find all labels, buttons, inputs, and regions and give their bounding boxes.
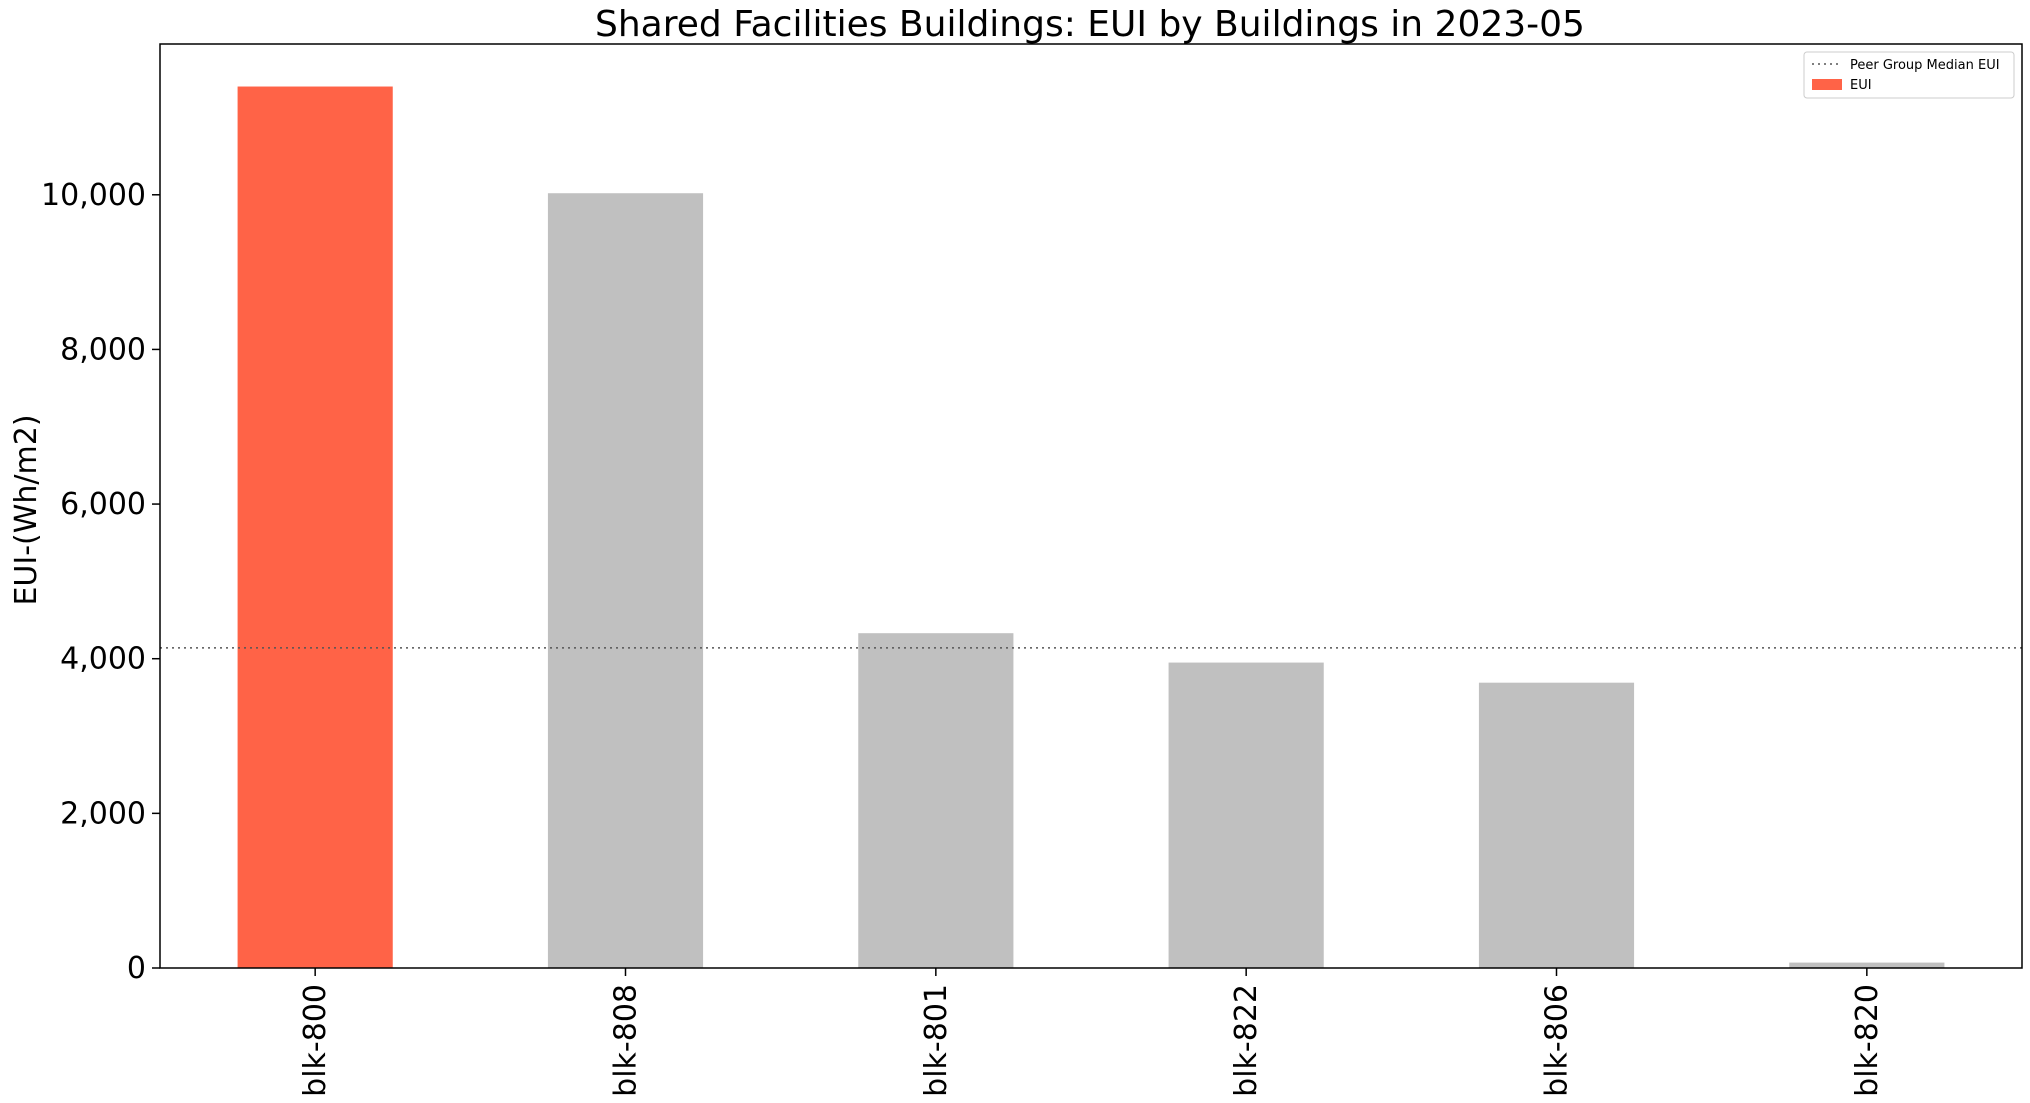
y-tick-label-6000: 6,000 — [60, 487, 146, 522]
x-tick-label-blk-808: blk-808 — [609, 984, 644, 1097]
bars-group — [237, 86, 1945, 968]
chart-title: Shared Facilities Buildings: EUI by Buil… — [595, 4, 1585, 45]
legend-eui-label: EUI — [1850, 78, 1872, 93]
bar-blk-820 — [1789, 962, 1945, 968]
x-tick-label-blk-822: blk-822 — [1229, 984, 1264, 1097]
bar-blk-800 — [237, 86, 393, 968]
y-axis: 0 2,000 4,000 6,000 8,000 10,000 — [41, 178, 160, 986]
y-axis-label: EUI-(Wh/m2) — [9, 414, 44, 605]
x-tick-label-blk-800: blk-800 — [298, 984, 333, 1097]
y-tick-label-10000: 10,000 — [41, 178, 146, 213]
bar-blk-801 — [858, 633, 1014, 968]
x-tick-label-blk-806: blk-806 — [1540, 984, 1575, 1097]
y-tick-label-2000: 2,000 — [60, 796, 146, 831]
legend-median-label: Peer Group Median EUI — [1850, 58, 2000, 73]
legend: Peer Group Median EUI EUI — [1803, 51, 2015, 99]
legend-box — [1803, 51, 2015, 99]
bar-blk-808 — [547, 193, 704, 968]
y-tick-label-8000: 8,000 — [60, 332, 146, 367]
legend-eui-swatch — [1812, 79, 1842, 90]
y-tick-label-0: 0 — [127, 951, 146, 986]
y-tick-label-4000: 4,000 — [60, 642, 146, 677]
x-tick-label-blk-820: blk-820 — [1850, 984, 1885, 1097]
bar-blk-822 — [1168, 662, 1324, 968]
x-axis: blk-800 blk-808 blk-801 blk-822 blk-806 blk-8… — [298, 968, 1885, 1097]
plot-frame — [159, 43, 2023, 969]
x-tick-label-blk-801: blk-801 — [919, 984, 954, 1097]
bar-blk-806 — [1478, 682, 1635, 968]
